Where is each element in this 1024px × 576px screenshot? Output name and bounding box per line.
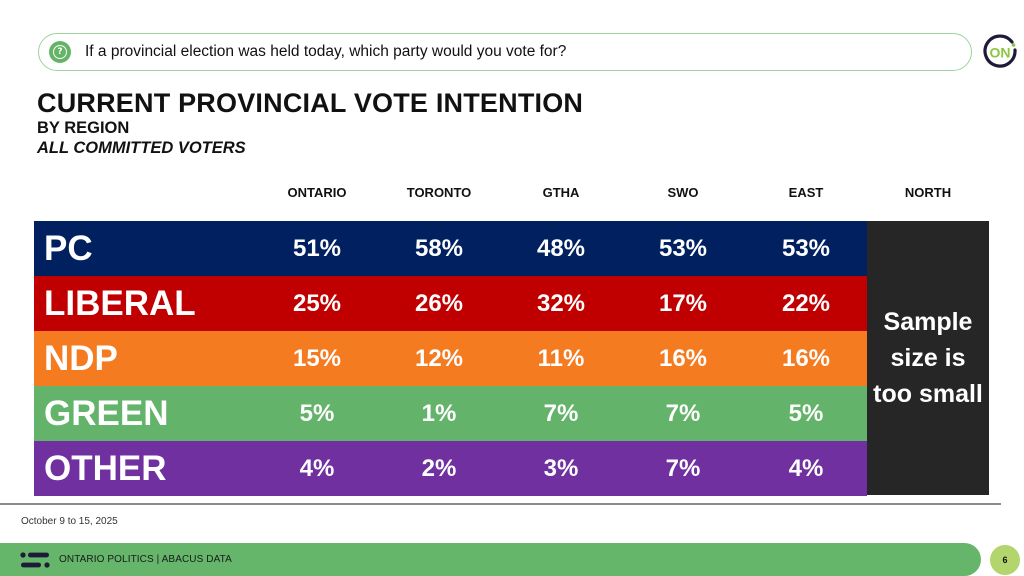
table-row-green: GREEN 5% 1% 7% 7% 5% <box>34 386 867 441</box>
question-banner: ? If a provincial election was held toda… <box>38 33 972 71</box>
page-number: 6 <box>990 545 1020 575</box>
on-logo-text: ON <box>990 45 1011 61</box>
page-subtitle: BY REGION <box>37 119 130 137</box>
party-label: NDP <box>44 339 118 378</box>
value-cell-swo: 7% <box>665 455 701 482</box>
vote-intention-table: OTHER 4% 2% 3% 7% 4% GREEN 5% 1% 7% 7% 5% NDP 15% 12% 1… <box>34 221 989 496</box>
value-cell-ontario: 15% <box>292 345 342 372</box>
column-headers: ONTARIO TORONTO GTHA SWO EAST NORTH <box>0 185 1024 203</box>
fieldwork-date: October 9 to 15, 2025 <box>21 516 118 527</box>
column-header-toronto: TORONTO <box>406 185 472 200</box>
value-cell-gtha: 11% <box>537 345 585 372</box>
table-row-ndp: NDP 15% 12% 11% 16% 16% <box>34 331 867 386</box>
value-cell-swo: 7% <box>665 400 701 427</box>
on-logo-icon: ON <box>983 34 1017 68</box>
value-cell-east: 53% <box>781 235 831 262</box>
column-header-north: NORTH <box>904 185 952 200</box>
table-row-pc: PC 51% 58% 48% 53% 53% <box>34 221 867 276</box>
value-cell-ontario: 51% <box>292 235 342 262</box>
value-cell-east: 5% <box>788 400 824 427</box>
value-cell-gtha: 7% <box>543 400 579 427</box>
value-cell-east: 16% <box>781 345 831 372</box>
footer-label: ONTARIO POLITICS | ABACUS DATA <box>59 554 232 565</box>
table-row-other: OTHER 4% 2% 3% 7% 4% <box>34 441 867 496</box>
north-sample-note: Sample size is too small <box>867 221 989 495</box>
value-cell-gtha: 3% <box>543 455 579 482</box>
value-cell-toronto: 2% <box>421 455 457 482</box>
value-cell-ontario: 4% <box>299 455 335 482</box>
party-label: GREEN <box>44 394 169 433</box>
page-subtitle-population: ALL COMMITTED VOTERS <box>37 139 246 157</box>
value-cell-gtha: 48% <box>536 235 586 262</box>
value-cell-toronto: 12% <box>414 345 464 372</box>
value-cell-gtha: 32% <box>536 290 586 317</box>
table-row-liberal: LIBERAL 25% 26% 32% 17% 22% <box>34 276 867 331</box>
divider-line <box>0 503 1001 505</box>
value-cell-swo: 17% <box>658 290 708 317</box>
party-label: OTHER <box>44 449 167 488</box>
question-text: If a provincial election was held today,… <box>85 43 567 60</box>
value-cell-swo: 53% <box>658 235 708 262</box>
value-cell-swo: 16% <box>658 345 708 372</box>
question-bubble-icon: ? <box>49 41 71 63</box>
value-cell-east: 4% <box>788 455 824 482</box>
abacus-logo-icon <box>20 551 50 568</box>
column-header-ontario: ONTARIO <box>287 185 347 200</box>
column-header-gtha: GTHA <box>542 185 580 200</box>
value-cell-toronto: 58% <box>414 235 464 262</box>
north-note-text: Sample size is too small <box>873 308 983 408</box>
value-cell-east: 22% <box>781 290 831 317</box>
title-block: CURRENT PROVINCIAL VOTE INTENTION BY REG… <box>37 88 583 158</box>
column-header-swo: SWO <box>667 185 699 200</box>
value-cell-toronto: 26% <box>414 290 464 317</box>
value-cell-ontario: 5% <box>299 400 335 427</box>
column-header-east: EAST <box>788 185 824 200</box>
party-label: PC <box>44 229 93 268</box>
value-cell-ontario: 25% <box>292 290 342 317</box>
page-title: CURRENT PROVINCIAL VOTE INTENTION <box>37 88 584 118</box>
party-label: LIBERAL <box>44 284 196 323</box>
footer-bar: ONTARIO POLITICS | ABACUS DATA <box>0 543 981 576</box>
value-cell-toronto: 1% <box>421 400 457 427</box>
